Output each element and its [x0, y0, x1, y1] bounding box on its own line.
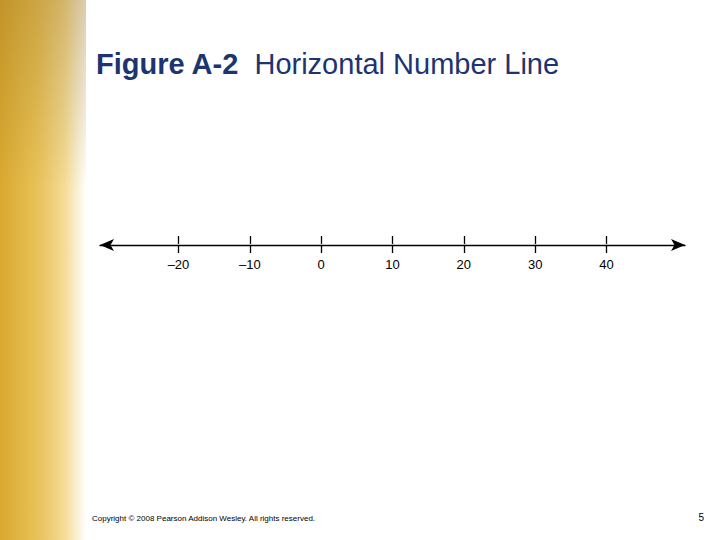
svg-text:20: 20 [457, 257, 471, 272]
html-text:Copyright © 2008 Pearson Addis: Copyright © 2008 Pearson Addison Wesley.… [92, 514, 315, 523]
svg-text:–20: –20 [168, 257, 190, 272]
svg-text:10: 10 [385, 257, 399, 272]
svg-text:40: 40 [599, 257, 613, 272]
svg-text:30: 30 [528, 257, 542, 272]
svg-text:–10: –10 [239, 257, 261, 272]
svg-text:0: 0 [318, 257, 325, 272]
html-text:5: 5 [698, 512, 704, 523]
html-text:Figure A-2: Figure A-2 [96, 48, 239, 80]
html-text:Horizontal Number Line: Horizontal Number Line [254, 48, 560, 80]
